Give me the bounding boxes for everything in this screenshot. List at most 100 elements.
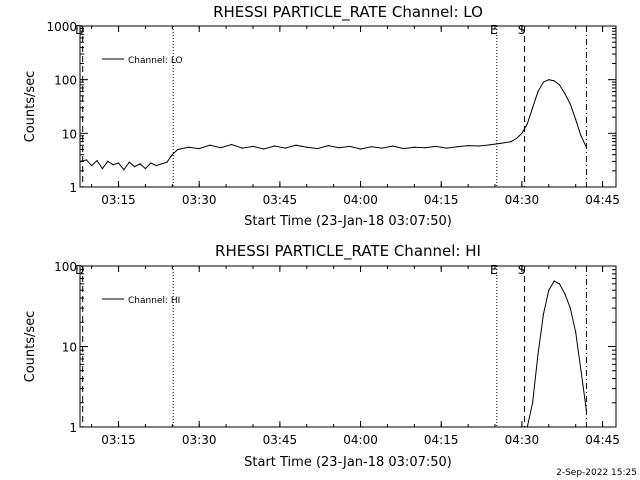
data-point	[548, 289, 550, 291]
data-point	[139, 163, 141, 165]
y-tick-label: 100	[54, 74, 77, 88]
data-point	[316, 147, 319, 150]
data-point	[585, 409, 588, 412]
plot-frame	[79, 25, 617, 188]
data-point	[489, 144, 491, 146]
data-point	[160, 163, 163, 165]
x-tick-label: 04:15	[424, 193, 459, 207]
data-point	[478, 145, 480, 147]
series-line	[80, 79, 587, 171]
data-point	[542, 313, 544, 316]
data-point	[526, 426, 528, 428]
data-point	[392, 145, 394, 147]
data-point	[166, 161, 168, 163]
x-tick-label: 04:30	[505, 433, 540, 447]
data-point	[171, 154, 173, 156]
data-point	[532, 107, 534, 109]
data-point	[510, 141, 512, 143]
data-point	[123, 169, 125, 171]
data-point	[150, 162, 152, 164]
x-tick-label: 03:45	[263, 193, 298, 207]
event-marker-label: S	[518, 23, 526, 37]
y-tick-label: 100	[54, 260, 77, 274]
data-point	[273, 145, 276, 147]
y-tick-label: 10	[62, 341, 77, 355]
footer-date: 2-Sep-2022 15:25	[556, 468, 637, 478]
data-point	[80, 160, 82, 162]
data-point	[128, 161, 130, 163]
data-point	[370, 146, 372, 148]
x-axis-label: Start Time (23-Jan-18 03:07:50)	[244, 214, 452, 229]
plot-frame	[79, 265, 617, 428]
y-tick-label: 1	[69, 181, 77, 195]
data-point	[327, 145, 329, 147]
data-point	[381, 147, 383, 149]
x-tick-label: 03:15	[101, 433, 136, 447]
data-point	[467, 145, 469, 147]
data-point	[209, 144, 211, 146]
data-point	[526, 123, 528, 125]
data-point	[558, 283, 561, 285]
data-point	[306, 146, 308, 148]
data-point	[580, 370, 582, 372]
data-point	[220, 147, 222, 149]
data-point	[532, 402, 534, 404]
data-point	[558, 84, 561, 86]
data-point	[155, 165, 157, 167]
data-point	[107, 160, 109, 162]
x-tick-label: 04:00	[343, 433, 378, 447]
data-point	[359, 148, 362, 150]
data-point	[569, 307, 571, 309]
data-point	[445, 147, 448, 149]
data-point	[515, 137, 518, 140]
data-point	[263, 148, 265, 150]
data-point	[585, 146, 588, 148]
data-point	[548, 79, 550, 81]
data-point	[284, 147, 286, 149]
event-marker-label: D	[75, 23, 84, 37]
data-point	[295, 144, 297, 146]
data-point	[338, 147, 340, 149]
data-point	[198, 147, 200, 150]
y-tick-label: 10	[62, 127, 77, 141]
data-point	[134, 165, 136, 168]
event-marker-label: E	[490, 263, 498, 277]
data-point	[349, 145, 351, 148]
panel-lo: RHESSI PARTICLE_RATE Channel: LO 03:15 03:…	[23, 3, 620, 229]
data-point	[564, 293, 566, 295]
data-point	[252, 145, 254, 148]
data-point	[569, 103, 571, 105]
event-marker-label: E	[490, 23, 498, 37]
x-tick-label: 04:45	[585, 433, 620, 447]
data-point	[521, 132, 523, 134]
data-point	[187, 146, 190, 148]
x-tick-label: 03:15	[101, 193, 136, 207]
data-point	[553, 80, 555, 82]
x-tick-label: 03:30	[182, 193, 217, 207]
data-point	[413, 146, 415, 148]
data-point	[435, 145, 437, 148]
y-tick-label: 1000	[46, 20, 77, 34]
series-line	[526, 280, 587, 428]
data-point	[96, 160, 98, 162]
data-point	[117, 162, 120, 164]
x-tick-label: 04:30	[505, 193, 540, 207]
data-point	[424, 147, 426, 149]
y-axis-label: Counts/sec	[23, 71, 38, 143]
x-tick-label: 03:45	[263, 433, 298, 447]
data-point	[177, 148, 179, 151]
x-axis-label: Start Time (23-Jan-18 03:07:50)	[244, 455, 452, 470]
data-point	[112, 164, 114, 166]
data-point	[564, 93, 566, 95]
data-point	[580, 135, 582, 137]
y-tick-label: 1	[69, 421, 77, 435]
data-point	[575, 331, 577, 333]
chart-title: RHESSI PARTICLE_RATE Channel: LO	[213, 3, 483, 22]
event-marker-label: S	[518, 263, 526, 277]
y-axis-label: Counts/sec	[23, 311, 38, 383]
x-tick-label: 03:30	[182, 433, 217, 447]
chart-title: RHESSI PARTICLE_RATE Channel: HI	[215, 242, 481, 261]
event-marker-label: D	[75, 263, 84, 277]
data-point	[402, 147, 405, 150]
